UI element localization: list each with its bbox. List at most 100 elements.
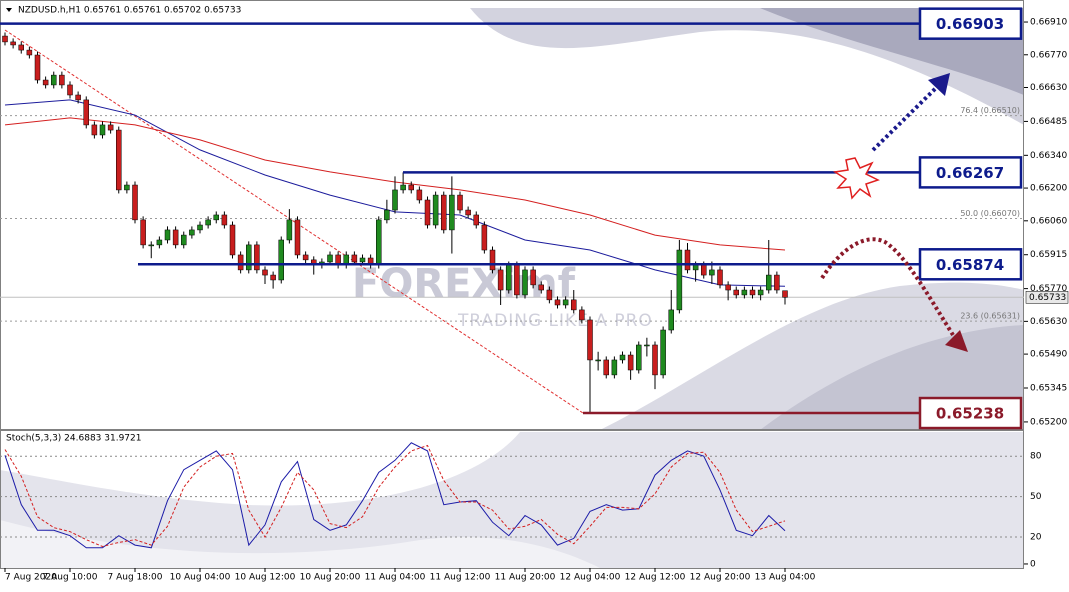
candle-body — [636, 344, 642, 371]
candle-body — [619, 354, 626, 361]
candle-body — [205, 219, 211, 226]
x-tick-label: 10 Aug 20:00 — [300, 573, 361, 583]
candle-body — [449, 194, 455, 231]
candle-body — [140, 219, 146, 246]
x-tick-label: 7 Aug 18:00 — [108, 573, 163, 583]
candle-body — [91, 124, 98, 136]
candle-body — [376, 219, 382, 266]
current-price-box — [1025, 291, 1069, 304]
arrow-down — [820, 237, 955, 337]
candle-body — [506, 264, 512, 291]
candle-body — [530, 269, 536, 286]
candle-body — [189, 229, 195, 236]
candle-body — [278, 239, 284, 281]
candle-body — [701, 264, 707, 276]
candle-body — [457, 194, 463, 211]
candle-body — [172, 229, 179, 246]
arrow-down-head — [945, 330, 968, 352]
level-label: 0.66267 — [936, 164, 1004, 182]
level-label: 0.65874 — [936, 256, 1004, 274]
y-tick-label: 0.65200 — [1030, 417, 1067, 427]
candle-body — [83, 99, 89, 126]
candle-body — [717, 269, 723, 286]
watermark-swoosh — [0, 520, 600, 568]
candle-body — [229, 224, 236, 256]
candle-body — [116, 129, 122, 191]
candle-body — [757, 289, 764, 296]
candle-body — [67, 84, 73, 96]
candle-body — [441, 194, 447, 231]
fib-label: 23.6 (0.65631) — [960, 312, 1020, 321]
candle-body — [59, 74, 65, 86]
candle-body — [611, 359, 618, 376]
candle-body — [286, 219, 293, 241]
candle-body — [424, 199, 431, 226]
x-tick-label: 7 Aug 10:00 — [43, 573, 98, 583]
candle-body — [26, 49, 33, 56]
watermark-slogan: TRADING LIKE A PRO — [457, 311, 653, 331]
candle-body — [107, 124, 114, 131]
candle-body — [132, 184, 138, 221]
stoch-tick-label: 80 — [1030, 452, 1042, 462]
candle-body — [302, 254, 309, 261]
candle-body — [262, 269, 268, 276]
candle-body — [481, 224, 488, 251]
candle-body — [709, 269, 715, 276]
stoch-tick-label: 50 — [1030, 492, 1042, 502]
candle-body — [774, 274, 780, 291]
x-tick-label: 12 Aug 20:00 — [690, 573, 751, 583]
candle-body — [197, 224, 203, 231]
plot-layer: 0.66910 0.66770 0.66630 0.66485 0.66340 0.662… — [0, 7, 1069, 583]
candle-body — [246, 244, 252, 271]
stoch-frame — [0, 430, 1024, 569]
x-tick-label: 12 Aug 04:00 — [560, 573, 621, 583]
candle-body — [562, 299, 569, 306]
candle-body — [164, 229, 171, 241]
candle-body — [408, 184, 414, 191]
candle-body — [359, 257, 366, 263]
candle-body — [392, 189, 398, 211]
y-tick-label: 0.66770 — [1030, 50, 1067, 60]
fib-label: 76.4 (0.66510) — [960, 106, 1020, 115]
candle-body — [148, 244, 154, 247]
watermark-brand: FOREXimf — [352, 261, 576, 307]
level-box — [918, 7, 1023, 40]
explosion-icon — [832, 157, 880, 200]
y-tick-label: 0.65915 — [1030, 250, 1067, 260]
y-tick-label: 0.66200 — [1030, 184, 1067, 194]
candle-body — [221, 214, 228, 226]
candle-body — [782, 290, 788, 298]
candle-body — [603, 359, 609, 376]
y-tick-label: 0.66630 — [1030, 83, 1067, 93]
candle-body — [489, 249, 496, 271]
candle-body — [652, 344, 658, 376]
candle-body — [522, 269, 528, 296]
candle-body — [587, 319, 593, 361]
y-tick-label: 0.66485 — [1030, 117, 1067, 127]
candle-body — [660, 329, 666, 376]
current-price-label: 0.65733 — [1029, 293, 1066, 303]
y-tick-label: 0.65630 — [1030, 317, 1067, 327]
candle-body — [766, 274, 772, 291]
candle-body — [156, 239, 163, 246]
candle-body — [725, 284, 731, 291]
x-tick-label: 13 Aug 04:00 — [755, 573, 816, 583]
chart-title: NZDUSD.h,H1 0.65761 0.65761 0.65702 0.65… — [18, 6, 241, 16]
x-tick-label: 7 Aug 2020 — [5, 573, 57, 583]
candle-body — [554, 299, 561, 306]
candle-body — [538, 284, 544, 291]
candle-body — [668, 309, 674, 331]
watermark-swoosh — [0, 432, 520, 506]
level-label: 0.65238 — [936, 405, 1004, 423]
candle-body — [213, 214, 219, 221]
candle-body — [124, 184, 130, 191]
candle-body — [692, 264, 699, 271]
level-box — [918, 396, 1023, 430]
y-tick-label: 0.66060 — [1030, 216, 1067, 226]
arrow-up-head — [928, 73, 950, 96]
candle-body — [181, 234, 187, 246]
level-box — [918, 248, 1023, 281]
candle-body — [684, 249, 691, 271]
fib-trendline — [4, 29, 584, 414]
